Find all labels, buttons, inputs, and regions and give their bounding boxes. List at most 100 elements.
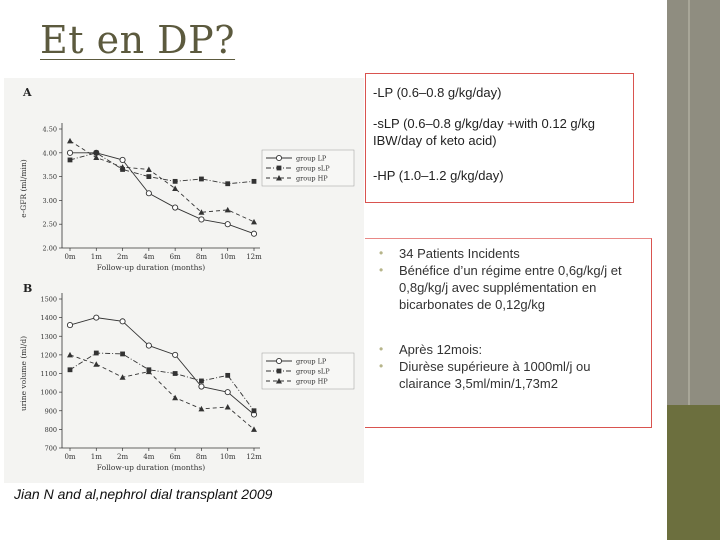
x-tick-label: 8m	[196, 253, 207, 261]
legend-label: group sLP	[296, 165, 330, 173]
x-tick-label: 1m	[91, 253, 102, 261]
data-point	[119, 318, 126, 325]
data-point	[225, 372, 231, 378]
data-point	[67, 137, 73, 144]
y-tick-label: 1200	[40, 351, 57, 359]
data-point	[198, 216, 205, 223]
y-tick-label: 1500	[40, 296, 57, 304]
list-item: • Diurèse supérieure à 1000ml/j ou claira…	[379, 359, 591, 391]
data-point	[119, 156, 126, 163]
legend-marker	[275, 357, 283, 365]
data-point	[172, 371, 178, 376]
data-point	[172, 185, 179, 191]
y-tick-label: 4.00	[43, 149, 57, 157]
x-tick-label: 6m	[170, 253, 181, 261]
y-tick-label: 800	[45, 426, 57, 434]
x-tick-label: 6m	[170, 453, 181, 461]
data-point	[93, 150, 99, 156]
y-tick-label: 2.00	[43, 245, 57, 253]
page-title: Et en DP?	[40, 18, 236, 62]
series-line	[69, 140, 255, 223]
data-point	[251, 218, 257, 225]
legend-label: group sLP	[296, 368, 330, 376]
list-item: • 34 Patients Incidents	[379, 246, 520, 261]
y-tick-label: 3.00	[43, 197, 57, 205]
data-point	[199, 378, 204, 384]
data-point	[120, 351, 125, 357]
data-point	[172, 394, 179, 401]
bullet-icon: •	[379, 342, 384, 356]
legend-label: group HP	[296, 378, 328, 386]
data-point	[66, 149, 74, 156]
legend-label: group LP	[296, 155, 327, 163]
legend-marker	[276, 378, 282, 384]
y-tick-label: 2.50	[43, 221, 57, 229]
figure: A 2.00 2.50 3.00 3.50 4.00 4.50 0m 1m 2m 4m 6m 8m 10m…	[4, 78, 364, 483]
bullet-icon: •	[379, 359, 384, 373]
data-point	[145, 368, 152, 375]
data-point	[67, 367, 73, 373]
data-point	[251, 408, 257, 414]
bullet-icon: •	[379, 263, 384, 277]
y-axis-label: e-GFR (ml/min)	[19, 159, 28, 218]
data-point	[224, 389, 231, 396]
data-point	[224, 221, 231, 228]
x-tick-label: 1m	[91, 453, 102, 461]
data-point	[66, 322, 74, 329]
data-point	[225, 181, 231, 187]
data-point	[172, 351, 179, 358]
x-tick-label: 12m	[246, 253, 262, 261]
data-point	[145, 190, 152, 197]
data-point	[145, 166, 152, 172]
data-point	[172, 178, 178, 184]
legend-marker	[276, 165, 282, 171]
data-point	[119, 164, 126, 170]
data-point	[67, 157, 73, 163]
decorative-bar-bottom	[667, 405, 720, 540]
x-tick-label: 10m	[220, 253, 236, 261]
x-axis-label: Follow-up duration (months)	[97, 263, 205, 272]
panel-label: B	[23, 282, 32, 295]
legend-marker	[276, 175, 282, 181]
results-box: • 34 Patients Incidents • Bénéfice d’un ré…	[365, 238, 652, 428]
series-line	[69, 152, 255, 185]
decorative-bar-top	[667, 0, 720, 405]
diet-groups-box: -LP (0.6–0.8 g/kg/day) -sLP (0.6–0.8 g/k…	[365, 73, 634, 203]
y-tick-label: 1100	[40, 370, 57, 378]
diet-slp-text: -sLP (0.6–0.8 g/kg/day +with 0.12 g/kg I…	[373, 116, 595, 148]
legend-label: group LP	[296, 358, 327, 366]
series-line	[69, 352, 255, 412]
series-line	[69, 354, 255, 430]
panel-label: A	[22, 86, 32, 99]
data-point	[93, 154, 100, 161]
bullet-icon: •	[379, 246, 384, 260]
data-point	[251, 178, 257, 184]
data-point	[199, 176, 204, 182]
data-point	[67, 351, 73, 358]
data-point	[93, 350, 99, 356]
y-tick-label: 700	[45, 445, 57, 453]
figure-svg: A 2.00 2.50 3.00 3.50 4.00 4.50 0m 1m 2m 4m 6m 8m 10m…	[4, 78, 364, 483]
diet-hp-text: -HP (1.0–1.2 g/kg/day)	[373, 168, 504, 183]
decorative-bar-divider	[688, 0, 690, 405]
x-tick-label: 4m	[143, 253, 154, 261]
bullet-list-2: • Après 12mois: • Diurèse supérieure à 100…	[379, 341, 643, 392]
legend-marker	[275, 154, 283, 162]
y-tick-label: 1300	[40, 333, 57, 341]
y-tick-label: 1400	[40, 314, 57, 322]
data-point	[250, 230, 258, 237]
x-tick-label: 4m	[143, 453, 154, 461]
x-tick-label: 0m	[64, 253, 75, 261]
x-tick-label: 10m	[220, 453, 236, 461]
citation: Jian N and al,nephrol dial transplant 20…	[14, 486, 273, 502]
data-point	[145, 342, 152, 349]
y-tick-label: 900	[45, 407, 57, 415]
data-point	[119, 374, 126, 380]
y-tick-label: 3.50	[43, 173, 57, 181]
bullet-list-1: • 34 Patients Incidents • Bénéfice d’un ré…	[379, 245, 643, 313]
legend-label: group HP	[296, 175, 328, 183]
y-axis-label: urine volume (ml/d)	[19, 336, 28, 411]
series-line	[69, 317, 255, 415]
x-tick-label: 0m	[64, 453, 75, 461]
